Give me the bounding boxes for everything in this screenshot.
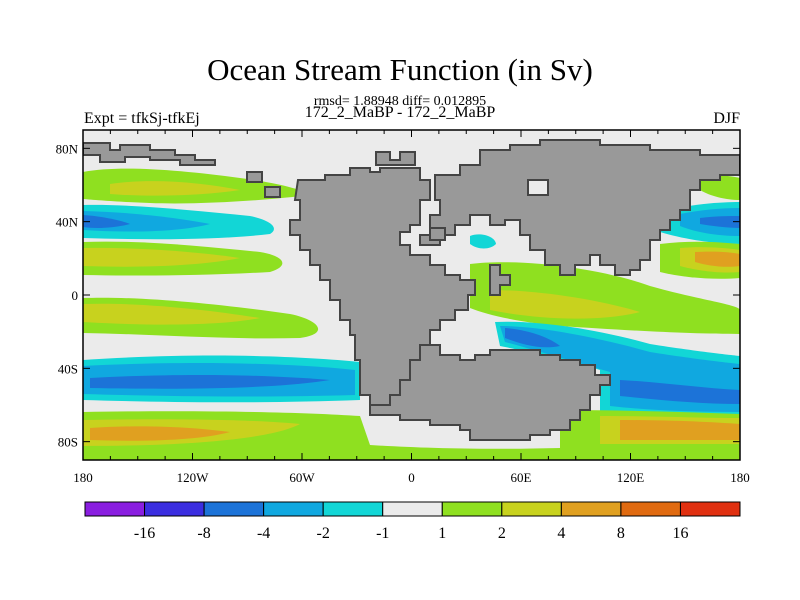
plot-title: Ocean Stream Function (in Sv) (207, 52, 593, 87)
band-yellow-s10 (83, 303, 260, 325)
lat-tick-label: 0 (72, 288, 79, 303)
colorbar-segment (560, 501, 622, 517)
land-island-1 (246, 171, 263, 183)
colorbar-segment (322, 501, 384, 517)
lon-tick-label: 180 (73, 470, 93, 485)
colorbar-label: 2 (498, 525, 506, 542)
colorbar-segment (203, 501, 265, 517)
colorbar-segment (382, 501, 443, 517)
land-island-5 (429, 227, 446, 241)
band-orange-ne2 (695, 251, 740, 267)
lon-tick-label: 60E (511, 470, 532, 485)
colorbar-label: 8 (617, 525, 625, 542)
band-green-ne (700, 175, 740, 200)
colorbar-label: -8 (197, 525, 210, 542)
land-island-2 (264, 186, 281, 198)
land-southern-continent (369, 344, 611, 441)
land-island-3 (375, 151, 416, 166)
colorbar-label: 4 (557, 525, 565, 542)
colorbar-segment (144, 501, 205, 517)
band-cyan-indian (470, 234, 496, 249)
colorbar-label: -4 (257, 525, 270, 542)
colorbar-label: -1 (376, 525, 389, 542)
season-label: DJF (713, 110, 740, 127)
band-darkblue-indian-s (505, 328, 560, 348)
lat-tick-label: 40N (56, 215, 79, 230)
lat-tick-label: 80S (58, 435, 78, 450)
colorbar-segment (620, 501, 681, 517)
colorbar-segment (679, 501, 741, 517)
lat-tick-label: 80N (56, 141, 79, 156)
period-label: 172_2_MaBP - 172_2_MaBP (304, 104, 496, 121)
colorbar-label: 1 (438, 525, 446, 542)
band-yellow-n20 (83, 247, 240, 267)
band-orange-se (620, 420, 740, 440)
lon-tick-label: 120W (177, 470, 210, 485)
experiment-label: Expt = tfkSj-tfkEj (84, 110, 200, 127)
band-darkblue-s-east (620, 380, 740, 404)
lon-tick-label: 60W (289, 470, 315, 485)
longitude-axis: 180 120W 60W 0 60E 120E 180 (73, 130, 750, 485)
stream-function-field (83, 168, 740, 460)
land-americas (289, 167, 476, 406)
colorbar-segment (441, 501, 503, 517)
lon-tick-label: 120E (617, 470, 645, 485)
band-darkblue-ne (700, 216, 740, 228)
map-panel (83, 130, 740, 460)
land-island-4 (527, 179, 549, 196)
colorbar-label: 16 (672, 525, 688, 542)
band-orange-s70 (90, 426, 230, 441)
lat-tick-label: 40S (58, 361, 78, 376)
colorbar-segment (84, 501, 146, 517)
band-yellow-indian (490, 290, 640, 319)
colorbar-label: -2 (317, 525, 330, 542)
land-arctic (83, 142, 216, 166)
colorbar-segment (263, 501, 324, 517)
lon-tick-label: 0 (408, 470, 415, 485)
colorbar-label: -16 (134, 525, 155, 542)
latitude-axis: 80N 40N 0 40S 80S (56, 141, 740, 450)
stats-subtitle: rmsd= 1.88948 diff= 0.012895 (313, 94, 487, 109)
land-masses (83, 139, 740, 441)
land-africa-south (489, 264, 511, 296)
colorbar: -16 -8 -4 -2 -1 1 2 4 8 16 (84, 501, 741, 542)
band-darkblue-n40 (83, 215, 130, 228)
colorbar-segment (501, 501, 562, 517)
lon-tick-label: 180 (730, 470, 750, 485)
land-eurasia-africa (419, 139, 740, 276)
band-darkblue-s45 (90, 374, 330, 389)
band-yellow-n50 (110, 181, 240, 196)
